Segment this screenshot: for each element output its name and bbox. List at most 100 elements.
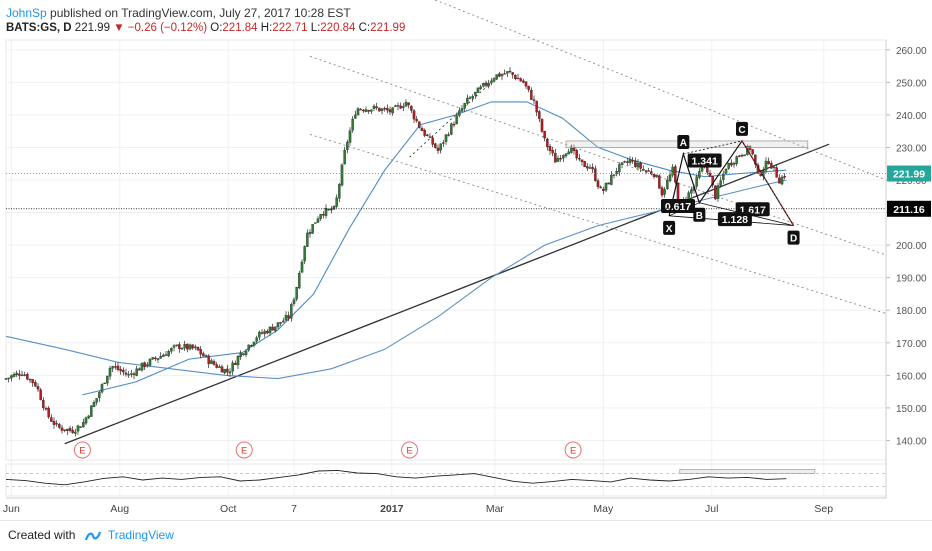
candle bbox=[175, 344, 178, 347]
pattern-point-badge bbox=[736, 121, 748, 136]
candle-body bbox=[727, 162, 730, 169]
candle bbox=[276, 322, 280, 330]
candle-body bbox=[652, 174, 656, 177]
candle bbox=[628, 156, 632, 166]
candle-body bbox=[434, 143, 437, 148]
candle bbox=[428, 133, 432, 138]
symbol-line: BATS:GS, D 221.99 ▼ −0.26 (−0.12%) O:221… bbox=[6, 22, 405, 34]
candle bbox=[343, 147, 346, 165]
candle bbox=[458, 107, 461, 118]
candle bbox=[623, 160, 626, 164]
candle bbox=[511, 71, 514, 79]
candle-body bbox=[122, 369, 125, 373]
candle bbox=[759, 173, 762, 177]
candle bbox=[530, 87, 533, 101]
candle bbox=[148, 357, 152, 367]
candle bbox=[506, 71, 509, 78]
candle-body bbox=[308, 232, 312, 235]
candle bbox=[556, 155, 560, 162]
tradingview-logo-icon bbox=[84, 531, 101, 541]
candle-body bbox=[554, 152, 557, 163]
candle-body bbox=[194, 346, 197, 348]
candle-body bbox=[228, 371, 232, 374]
symbol-text[interactable]: BATS:GS, D bbox=[6, 22, 72, 34]
tradingview-brand[interactable]: TradingView bbox=[107, 528, 174, 542]
earnings-marker-circle bbox=[73, 441, 91, 459]
candle-body bbox=[527, 85, 530, 90]
candle bbox=[204, 354, 208, 358]
x-tick-label: May bbox=[593, 503, 614, 515]
candle-body bbox=[338, 184, 341, 199]
candle bbox=[778, 174, 781, 184]
low-value: 220.84 bbox=[320, 22, 356, 34]
candle-body bbox=[98, 392, 101, 398]
candle-body bbox=[394, 105, 397, 107]
candle bbox=[783, 173, 786, 180]
candle bbox=[418, 121, 421, 129]
candle-body bbox=[207, 355, 210, 365]
candle-body bbox=[255, 337, 258, 342]
candle bbox=[386, 104, 389, 114]
candle-body bbox=[644, 170, 648, 172]
candle-body bbox=[532, 99, 536, 101]
candle-body bbox=[442, 142, 445, 144]
candle-body bbox=[154, 357, 157, 360]
candle-body bbox=[295, 287, 298, 300]
created-with-text: Created with bbox=[8, 528, 76, 542]
candle-body bbox=[103, 382, 106, 385]
candle-body bbox=[380, 108, 384, 112]
candle bbox=[402, 102, 405, 112]
candle bbox=[583, 160, 586, 168]
candle-body bbox=[95, 398, 98, 403]
candle-body bbox=[135, 368, 138, 376]
candle bbox=[463, 102, 466, 112]
candle-body bbox=[148, 359, 152, 366]
candle-body bbox=[599, 186, 602, 189]
candle-body bbox=[450, 123, 453, 135]
candle bbox=[578, 154, 581, 162]
candle bbox=[476, 87, 480, 93]
moving-average-short bbox=[82, 101, 787, 396]
candle-body bbox=[31, 379, 34, 384]
candle-body bbox=[764, 160, 768, 171]
earnings-marker: E bbox=[564, 441, 582, 459]
candle bbox=[636, 159, 640, 171]
candle-body bbox=[252, 341, 256, 346]
price-change: −0.26 (−0.12%) bbox=[127, 22, 208, 34]
candle-body bbox=[404, 101, 408, 107]
candle bbox=[316, 216, 320, 223]
candle bbox=[743, 154, 746, 157]
candle-body bbox=[482, 83, 485, 87]
candle-body bbox=[522, 80, 525, 83]
candle bbox=[188, 343, 192, 351]
candle bbox=[135, 365, 138, 377]
fib-ratio-badge bbox=[717, 212, 752, 227]
candle bbox=[116, 362, 120, 372]
current-price-tag: 221.99 bbox=[887, 165, 931, 182]
candle-body bbox=[564, 153, 568, 157]
candle-body bbox=[346, 141, 349, 150]
candle bbox=[194, 344, 197, 351]
pattern-point-d: D bbox=[787, 230, 800, 245]
pattern-point-x: X bbox=[663, 220, 676, 235]
chart-header: JohnSp published on TradingView.com, Jul… bbox=[6, 2, 906, 36]
candle-body bbox=[490, 80, 493, 84]
candle bbox=[674, 164, 677, 185]
y-tick-label: 150.00 bbox=[896, 404, 927, 415]
candle-body bbox=[468, 97, 472, 99]
candle bbox=[295, 286, 298, 302]
candle bbox=[690, 186, 693, 198]
author-name[interactable]: JohnSp bbox=[6, 6, 47, 20]
candle bbox=[170, 347, 173, 354]
candle bbox=[388, 106, 392, 116]
candle bbox=[10, 374, 13, 382]
candle-body bbox=[260, 332, 264, 334]
candle-body bbox=[647, 170, 650, 172]
candle bbox=[218, 364, 221, 368]
candle bbox=[439, 143, 442, 154]
candle-body bbox=[431, 137, 434, 145]
candle-body bbox=[140, 362, 144, 371]
candle-body bbox=[220, 366, 224, 373]
